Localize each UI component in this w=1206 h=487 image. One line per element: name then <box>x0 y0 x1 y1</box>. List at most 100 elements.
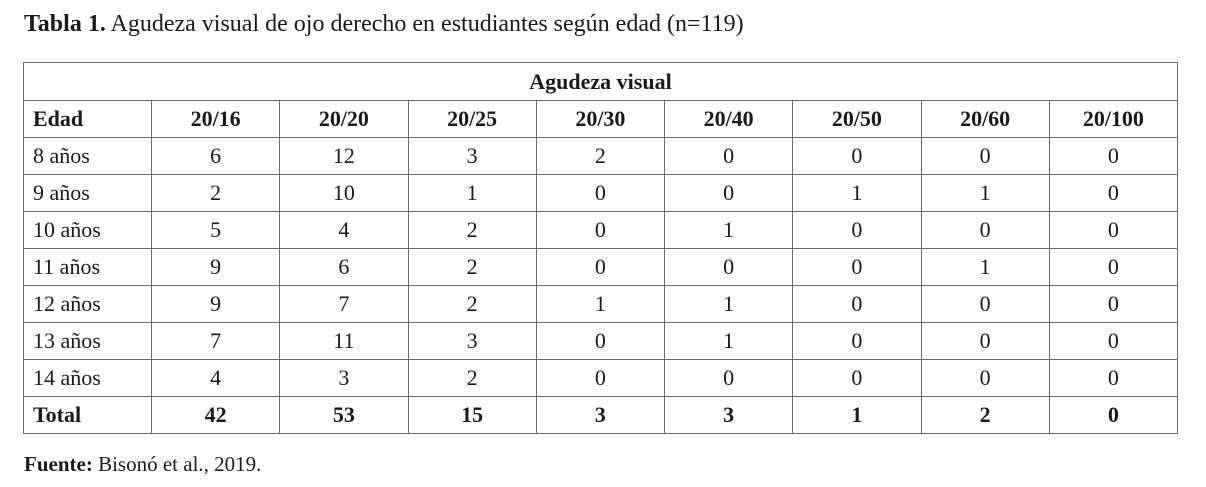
table-cell: 2 <box>407 285 537 323</box>
column-header: 20/100 <box>1048 100 1179 138</box>
table-cell: 15 <box>407 396 537 434</box>
column-header-row: Edad 20/16 20/20 20/25 20/30 20/40 20/50… <box>23 100 1179 138</box>
table-row: 10 años 5 4 2 0 1 0 0 0 <box>23 211 1179 249</box>
row-label: 14 años <box>23 359 152 397</box>
table-cell: 12 <box>279 137 409 175</box>
table-cell: 1 <box>407 174 537 212</box>
column-header: 20/60 <box>920 100 1050 138</box>
row-label: 11 años <box>23 248 152 286</box>
table-cell: 4 <box>150 359 281 397</box>
table-cell: 42 <box>150 396 281 434</box>
table-cell: 0 <box>920 322 1050 360</box>
table-cell: 0 <box>1048 396 1179 434</box>
table-cell: 0 <box>792 322 922 360</box>
group-header-row: Agudeza visual <box>23 62 1178 101</box>
column-header: Edad <box>23 100 152 138</box>
table-cell: 2 <box>535 137 666 175</box>
table-cell: 1 <box>920 174 1050 212</box>
column-header: 20/16 <box>150 100 281 138</box>
table-cell: 0 <box>920 211 1050 249</box>
table-cell: 2 <box>150 174 281 212</box>
table-cell: 0 <box>663 137 794 175</box>
table-cell: 0 <box>1048 174 1179 212</box>
table-cell: 2 <box>407 248 537 286</box>
table-row: 12 años 9 7 2 1 1 0 0 0 <box>23 285 1179 323</box>
table-row: 13 años 7 11 3 0 1 0 0 0 <box>23 322 1179 360</box>
table-cell: 0 <box>1048 211 1179 249</box>
table-cell: 0 <box>535 211 666 249</box>
row-label: 10 años <box>23 211 152 249</box>
column-header: 20/25 <box>407 100 537 138</box>
table-cell: 3 <box>279 359 409 397</box>
table-cell: 1 <box>792 396 922 434</box>
table-cell: 0 <box>535 174 666 212</box>
row-label: 13 años <box>23 322 152 360</box>
table-cell: 6 <box>279 248 409 286</box>
table-cell: 3 <box>535 396 666 434</box>
table-cell: 3 <box>663 396 794 434</box>
table-cell: 2 <box>407 359 537 397</box>
table-cell: 0 <box>663 359 794 397</box>
column-header: 20/40 <box>663 100 794 138</box>
caption-label: Tabla 1. <box>24 11 106 37</box>
table-cell: 0 <box>792 285 922 323</box>
table-cell: 9 <box>150 285 281 323</box>
table-cell: 0 <box>535 359 666 397</box>
table-cell: 6 <box>150 137 281 175</box>
source-text: Bisonó et al., 2019. <box>92 452 262 476</box>
caption-text: Agudeza visual de ojo derecho en estudia… <box>105 11 744 37</box>
table-cell: 0 <box>920 137 1050 175</box>
table-cell: 1 <box>663 211 794 249</box>
table-cell: 0 <box>1048 285 1179 323</box>
table-row: 8 años 6 12 3 2 0 0 0 0 <box>23 137 1179 175</box>
table-cell: 3 <box>407 137 537 175</box>
table-cell: 2 <box>920 396 1050 434</box>
table-cell: 0 <box>792 248 922 286</box>
table-cell: 53 <box>279 396 409 434</box>
table-cell: 0 <box>535 322 666 360</box>
table-row: 9 años 2 10 1 0 0 1 1 0 <box>23 174 1179 212</box>
source-label: Fuente: <box>24 452 93 476</box>
table-cell: 0 <box>792 137 922 175</box>
table-cell: 0 <box>920 359 1050 397</box>
source-note: Fuente: Bisonó et al., 2019. <box>24 450 261 478</box>
table-cell: 0 <box>1048 248 1179 286</box>
table-cell: 1 <box>663 285 794 323</box>
table-cell: 5 <box>150 211 281 249</box>
table-cell: 1 <box>535 285 666 323</box>
column-header: 20/50 <box>792 100 922 138</box>
row-label: Total <box>23 396 152 434</box>
table-cell: 0 <box>792 359 922 397</box>
table-cell: 0 <box>1048 359 1179 397</box>
group-header: Agudeza visual <box>23 62 1178 101</box>
table-cell: 0 <box>663 248 794 286</box>
table-row: 14 años 4 3 2 0 0 0 0 0 <box>23 359 1179 397</box>
table-row: 11 años 9 6 2 0 0 0 1 0 <box>23 248 1179 286</box>
table-cell: 0 <box>1048 322 1179 360</box>
visual-acuity-table: Agudeza visual Edad 20/16 20/20 20/25 20… <box>23 62 1179 434</box>
table-cell: 0 <box>920 285 1050 323</box>
table-cell: 7 <box>150 322 281 360</box>
table-caption: Tabla 1. Agudeza visual de ojo derecho e… <box>24 8 744 40</box>
row-label: 12 años <box>23 285 152 323</box>
table-cell: 4 <box>279 211 409 249</box>
table-cell: 1 <box>792 174 922 212</box>
table-cell: 9 <box>150 248 281 286</box>
row-label: 9 años <box>23 174 152 212</box>
table-cell: 11 <box>279 322 409 360</box>
total-row: Total 42 53 15 3 3 1 2 0 <box>23 396 1179 434</box>
table-cell: 1 <box>663 322 794 360</box>
row-label: 8 años <box>23 137 152 175</box>
table-cell: 0 <box>663 174 794 212</box>
table-cell: 0 <box>535 248 666 286</box>
table-cell: 10 <box>279 174 409 212</box>
table-cell: 1 <box>920 248 1050 286</box>
column-header: 20/20 <box>279 100 409 138</box>
table-body: 8 años 6 12 3 2 0 0 0 0 9 años 2 10 1 0 0 1 1 0 10 años 5 4 2… <box>23 137 1179 434</box>
table-cell: 0 <box>792 211 922 249</box>
column-header: 20/30 <box>535 100 666 138</box>
table-cell: 7 <box>279 285 409 323</box>
table-cell: 0 <box>1048 137 1179 175</box>
table-cell: 3 <box>407 322 537 360</box>
table-cell: 2 <box>407 211 537 249</box>
